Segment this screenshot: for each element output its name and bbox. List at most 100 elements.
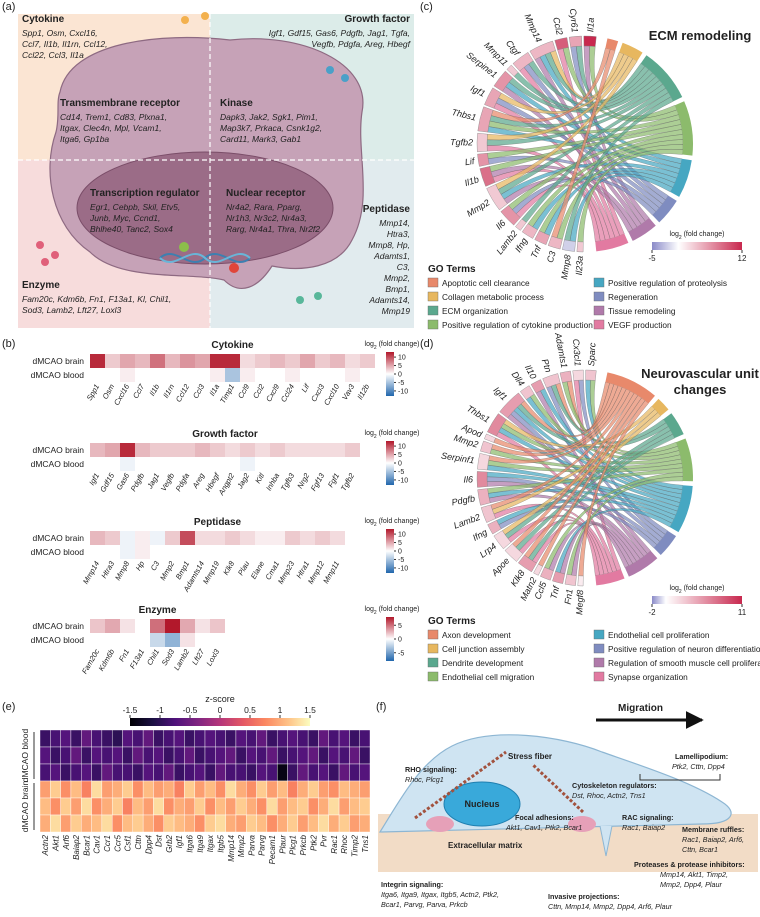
fold-change-arc xyxy=(512,52,534,72)
gene-list: Vegfb, Pdgfa, Areg, Hbegf xyxy=(311,39,411,49)
heatmap-cell xyxy=(135,531,150,545)
fold-change-arc xyxy=(476,471,488,488)
gene-label: Loxl3 xyxy=(204,647,221,668)
heatmap-cell xyxy=(120,619,135,633)
heatmap-cell xyxy=(142,729,154,748)
heatmap-cell xyxy=(235,746,247,765)
heatmap-cell xyxy=(91,814,103,833)
heatmap-cell xyxy=(101,746,113,765)
colorbar-tick-label: -5 xyxy=(398,469,404,476)
gene-label: Jag2 xyxy=(235,471,252,491)
heatmap-cell xyxy=(111,746,123,765)
heatmap-cell xyxy=(194,814,206,833)
legend-swatch xyxy=(593,277,605,288)
panel-f-art xyxy=(378,711,758,872)
fold-change-arc xyxy=(534,230,550,245)
heatmap-cell xyxy=(300,354,315,368)
heatmap-cell xyxy=(50,729,61,748)
gene-label: Spp1 xyxy=(85,383,102,403)
heatmap-cell xyxy=(287,797,299,816)
gene-label: Mmp14 xyxy=(81,560,101,586)
heatmap-cell xyxy=(70,763,82,782)
row-label: dMCAO brain xyxy=(33,356,85,366)
heatmap-cell xyxy=(330,368,345,382)
heatmap-cell xyxy=(50,797,61,816)
panel-a-art xyxy=(18,12,414,328)
colorbar-tick-label: -10 xyxy=(398,477,408,484)
go-term-arc xyxy=(605,38,619,51)
heatmap-cell xyxy=(153,763,164,782)
heatmap-cell xyxy=(315,443,330,457)
gene-label: Tgfb3 xyxy=(279,471,297,493)
heatmap-cell xyxy=(359,763,371,782)
heatmap-cell xyxy=(105,457,120,471)
panel-label: (d) xyxy=(420,338,433,350)
legend-label: Endothelial cell migration xyxy=(442,672,535,682)
heatmap-cell xyxy=(70,780,82,799)
heatmap-cell xyxy=(204,763,216,782)
gene-label: Ccl7 xyxy=(131,382,147,400)
fold-change-arc xyxy=(487,520,502,535)
fold-change-arc xyxy=(493,530,512,550)
heatmap-cell xyxy=(345,457,360,471)
heatmap-cell xyxy=(39,763,51,782)
heatmap-cell xyxy=(180,354,195,368)
gene-label: Itga6 xyxy=(186,834,195,852)
heatmap-cell xyxy=(210,633,225,647)
gene-label: Lamb2 xyxy=(172,647,192,672)
fold-change-arc xyxy=(487,413,507,437)
heatmap-cell xyxy=(210,368,225,382)
heatmap-cell xyxy=(235,780,247,799)
fold-change-arc xyxy=(493,70,513,92)
heatmap-cell xyxy=(349,729,360,748)
diagram-label: Ptk2, Cttn, Dpp4 xyxy=(672,762,725,771)
gene-label: Vav3 xyxy=(340,382,357,402)
legend-label: Endothelial cell proliferation xyxy=(608,630,710,640)
gene-label: Lamb2 xyxy=(452,512,481,531)
colorbar-title: z-score xyxy=(205,694,235,704)
diagram-label: Cttn, Mmp14, Mmp2, Dpp4, Arf6, Plaur xyxy=(548,902,673,911)
heatmap-cell xyxy=(39,729,51,748)
gene-label: Il1b xyxy=(463,174,480,188)
gene-label: Lif xyxy=(299,382,311,394)
heatmap-cell xyxy=(90,457,105,471)
heatmap-cell xyxy=(240,545,255,559)
panel-label: (f) xyxy=(376,701,386,713)
fold-change-arc xyxy=(585,369,597,381)
row-label: dMCAO brain xyxy=(33,445,85,455)
gene-label: Parvg xyxy=(258,834,267,855)
gene-label: Plcg1 xyxy=(289,835,298,855)
heatmap-cell xyxy=(255,443,270,457)
fold-change-arc xyxy=(476,132,488,153)
heatmap-cell xyxy=(122,763,134,782)
fold-change-arc xyxy=(519,385,535,400)
diagram-label: Invasive projections: xyxy=(548,892,620,901)
heatmap-title: Growth factor xyxy=(192,429,258,440)
fold-change-arc xyxy=(542,373,561,389)
heatmap-cell xyxy=(204,780,216,799)
heatmap-cell xyxy=(300,368,315,382)
group-title: Growth factor xyxy=(344,14,410,25)
heatmap-cell xyxy=(122,797,134,816)
gene-label: Itgb5 xyxy=(216,834,225,852)
heatmap-cell xyxy=(359,814,371,833)
colorbar-tick-label: -10 xyxy=(398,565,408,572)
heatmap-cell xyxy=(328,780,340,799)
fold-change-arc xyxy=(477,488,491,506)
heatmap-cell xyxy=(111,797,123,816)
gene-list: Bmp1, xyxy=(385,284,410,294)
heatmap-cell xyxy=(120,457,135,471)
heatmap-cell xyxy=(111,814,123,833)
go-term-arc xyxy=(640,55,683,102)
heatmap-cell xyxy=(81,797,92,816)
gene-label: Igf1 xyxy=(175,835,184,848)
heatmap-cell xyxy=(105,354,120,368)
heatmap-cell xyxy=(163,729,175,748)
colorbar-title: log2 (fold change) xyxy=(670,585,725,595)
colorbar-title-part: (fold change) xyxy=(377,606,420,613)
heatmap-cell xyxy=(105,619,120,633)
gene-label: Ccr5 xyxy=(113,834,122,851)
legend-swatch xyxy=(427,319,439,330)
legend-label: Apoptotic cell clearance xyxy=(442,278,530,288)
heatmap-cell xyxy=(132,763,144,782)
